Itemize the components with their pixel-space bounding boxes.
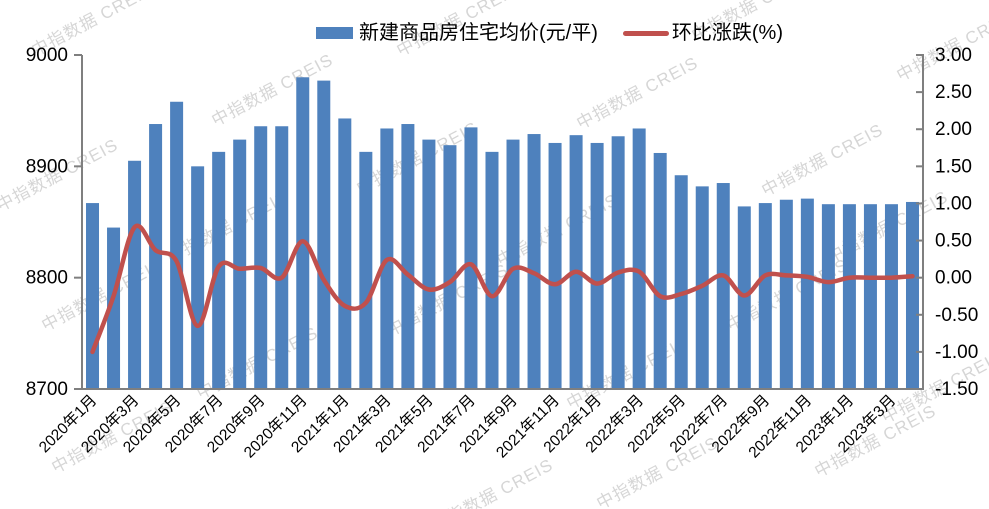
watermark-text: 中指数据 CREIS: [428, 455, 556, 509]
price-bar: [359, 151, 373, 389]
price-bar: [149, 124, 163, 389]
right-axis-tick-label: -1.00: [935, 342, 978, 363]
watermark-text: 中指数据 CREIS: [353, 118, 481, 198]
price-bar: [842, 204, 856, 389]
price-bar: [296, 77, 310, 390]
right-axis-tick-label: 0.00: [935, 268, 972, 289]
price-bar: [254, 126, 268, 389]
price-bar: [527, 134, 541, 389]
price-bar: [863, 204, 877, 389]
right-axis-tick-label: 0.50: [935, 231, 972, 252]
left-axis-tick-label: 8700: [26, 379, 68, 400]
watermark-text: 中指数据 CREIS: [573, 53, 701, 133]
price-bar: [611, 136, 625, 389]
right-axis-tick-label: 2.00: [935, 119, 972, 140]
price-bar: [338, 118, 352, 390]
right-axis-tick-label: 2.50: [935, 82, 972, 103]
left-axis-tick-label: 8900: [26, 156, 68, 177]
legend-item-mom: 环比涨跌(%): [622, 22, 783, 44]
price-bar: [233, 139, 247, 389]
price-bar: [401, 124, 415, 389]
price-bar: [716, 183, 730, 389]
price-bar: [128, 160, 142, 389]
price-bar: [905, 201, 919, 389]
bar-series-swatch: [316, 27, 353, 39]
right-axis-tick-label: -0.50: [935, 305, 978, 326]
price-bar: [485, 151, 499, 389]
price-bar: [674, 175, 688, 389]
price-bar: [317, 80, 331, 390]
price-bar: [779, 199, 793, 389]
price-bar: [548, 142, 562, 389]
watermark-text: 中指数据 CREIS: [593, 433, 721, 509]
price-bar: [443, 145, 457, 389]
price-bar: [821, 204, 835, 389]
legend-item-price: 新建商品房住宅均价(元/平): [316, 22, 598, 44]
bar-series-label: 新建商品房住宅均价(元/平): [359, 22, 598, 44]
left-axis-tick-label: 9000: [26, 45, 68, 66]
price-bar: [884, 204, 898, 389]
price-bar: [170, 101, 184, 389]
price-bar: [464, 127, 478, 390]
right-axis-tick-label: 1.00: [935, 193, 972, 214]
left-axis-tick-label: 8800: [26, 268, 68, 289]
right-axis-tick-label: -1.50: [935, 379, 978, 400]
price-bar: [632, 128, 646, 390]
price-bar: [422, 139, 436, 389]
line-series-swatch: [622, 30, 669, 36]
legend: 新建商品房住宅均价(元/平) 环比涨跌(%): [316, 22, 783, 44]
line-series-label: 环比涨跌(%): [671, 22, 783, 44]
watermark-text: 中指数据 CREIS: [208, 50, 336, 130]
price-bar: [86, 203, 100, 389]
watermark-text: 中指数据 CREIS: [758, 120, 886, 200]
price-bar: [653, 152, 667, 389]
price-bar: [800, 198, 814, 389]
price-bar: [191, 166, 205, 389]
mom-change-line: [90, 223, 915, 355]
price-bar: [590, 142, 604, 389]
right-axis-tick-label: 3.00: [935, 45, 972, 66]
price-bar: [275, 126, 289, 389]
price-bar: [569, 135, 583, 389]
price-bar: [758, 203, 772, 389]
price-bar: [107, 227, 121, 389]
right-axis-tick-label: 1.50: [935, 156, 972, 177]
price-bar: [506, 139, 520, 389]
